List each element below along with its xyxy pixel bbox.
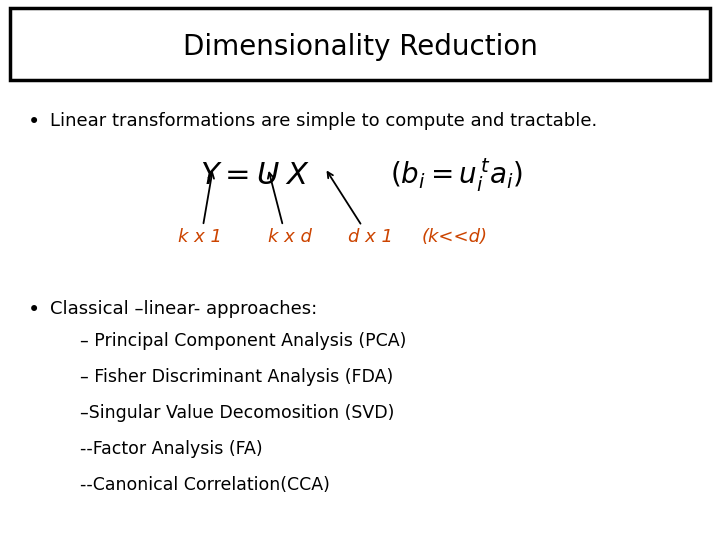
Text: •: • <box>28 112 40 132</box>
Text: k x d: k x d <box>268 228 312 246</box>
Text: •: • <box>28 300 40 320</box>
Text: --Canonical Correlation(CCA): --Canonical Correlation(CCA) <box>80 476 330 494</box>
Text: –Singular Value Decomosition (SVD): –Singular Value Decomosition (SVD) <box>80 404 395 422</box>
FancyBboxPatch shape <box>10 8 710 80</box>
Text: $(b_i = u_i^{\,t} a_i)$: $(b_i = u_i^{\,t} a_i)$ <box>390 157 523 194</box>
Text: Dimensionality Reduction: Dimensionality Reduction <box>183 33 537 61</box>
Text: --Factor Analysis (FA): --Factor Analysis (FA) <box>80 440 263 458</box>
Text: Linear transformations are simple to compute and tractable.: Linear transformations are simple to com… <box>50 112 598 130</box>
Text: – Fisher Discriminant Analysis (FDA): – Fisher Discriminant Analysis (FDA) <box>80 368 393 386</box>
Text: Classical –linear- approaches:: Classical –linear- approaches: <box>50 300 318 318</box>
Text: (k<<d): (k<<d) <box>422 228 488 246</box>
Text: – Principal Component Analysis (PCA): – Principal Component Analysis (PCA) <box>80 332 406 350</box>
Text: d x 1: d x 1 <box>348 228 392 246</box>
Text: k x 1: k x 1 <box>178 228 222 246</box>
Text: $Y = U\;X$: $Y = U\;X$ <box>200 160 310 190</box>
